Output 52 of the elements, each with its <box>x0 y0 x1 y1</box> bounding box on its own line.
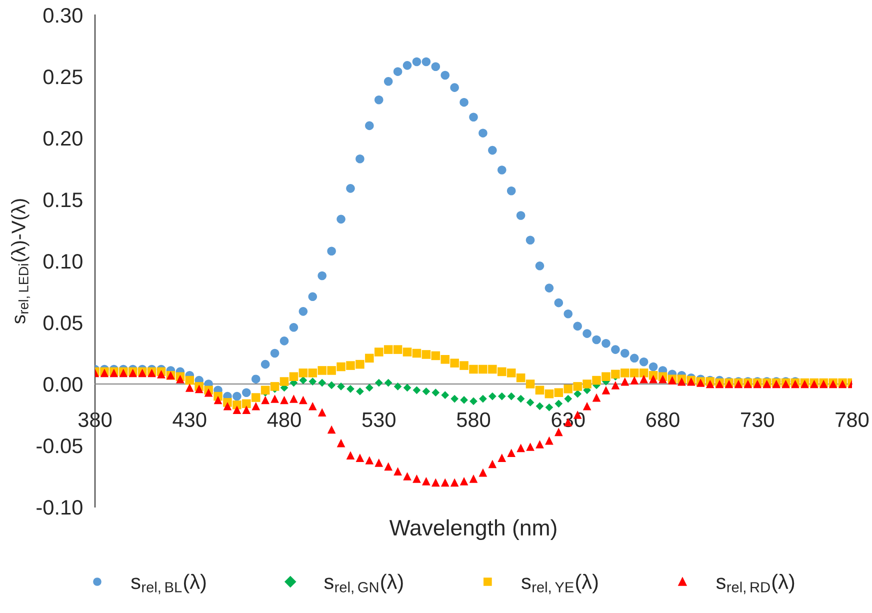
point <box>328 381 336 390</box>
x-tick-label: 780 <box>836 412 869 428</box>
point <box>346 384 354 393</box>
legend-label: s$_{rel,YE}$(λ) <box>522 574 598 594</box>
y-tick-label: -0.05 <box>36 438 82 454</box>
point <box>394 382 402 390</box>
point <box>536 402 544 410</box>
point <box>374 378 383 387</box>
point <box>318 378 326 387</box>
y-tick-label: -0.10 <box>36 500 82 515</box>
point <box>479 394 487 403</box>
point <box>498 392 506 400</box>
point <box>308 378 317 386</box>
x-tick-label: 480 <box>267 412 301 428</box>
point <box>422 387 430 396</box>
y-tick-label: 0.30 <box>43 8 82 23</box>
x-tick-label: 580 <box>456 412 490 428</box>
point <box>554 400 563 408</box>
point <box>564 394 572 403</box>
y-tick-label: 0.20 <box>43 131 82 146</box>
y-tick-label: 0.25 <box>43 70 82 84</box>
x-axis-title: Wavelength (nm) <box>389 519 556 540</box>
y-tick-label: 0.00 <box>43 377 82 392</box>
point <box>299 376 308 384</box>
point <box>574 390 582 398</box>
legend-label: s$_{rel,RD}$(λ) <box>716 574 794 594</box>
point <box>441 391 450 399</box>
y-tick-label: 0.10 <box>43 254 82 269</box>
x-tick-label: 530 <box>362 412 396 428</box>
point <box>460 396 468 404</box>
x-tick-label: 680 <box>646 412 680 428</box>
point <box>412 386 421 394</box>
point <box>470 397 478 406</box>
point <box>526 398 534 406</box>
y-tick-label: 0.05 <box>43 316 82 330</box>
point <box>545 403 554 412</box>
point <box>507 392 516 400</box>
x-tick-label: 430 <box>172 412 206 428</box>
point <box>384 378 392 387</box>
point <box>516 394 525 403</box>
point <box>356 387 364 396</box>
point <box>365 384 374 392</box>
point <box>450 394 459 403</box>
point <box>403 384 412 392</box>
y-axis-title: s$_{rel,LEDi}$(λ)-V(λ) <box>11 199 30 324</box>
y-tick-label: 0.15 <box>43 192 82 208</box>
point <box>337 382 345 390</box>
point <box>488 392 496 400</box>
point <box>432 388 440 397</box>
legend-label: s$_{rel,BL}$(λ) <box>131 574 206 594</box>
legend-label: s$_{rel,GN}$(λ) <box>324 574 403 594</box>
x-tick-label: 730 <box>741 412 774 428</box>
